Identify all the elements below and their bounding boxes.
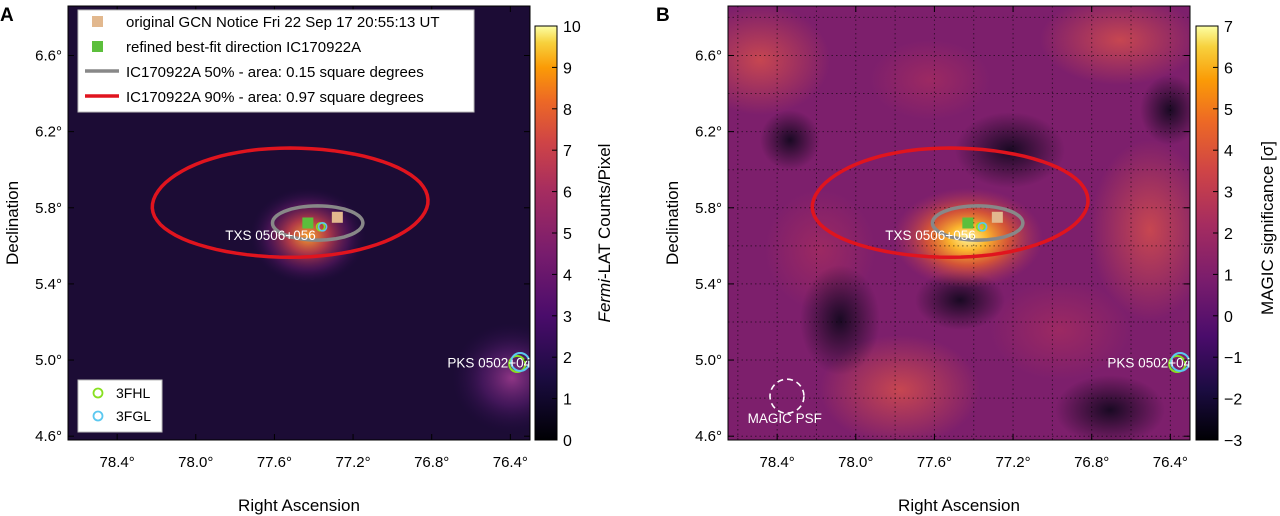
panel-b-y-tick-label: 6.6°: [695, 47, 722, 64]
panel-b-psf-circle: [769, 378, 805, 415]
panel-a-x-tick-label: 78.0°: [178, 454, 213, 471]
panel-b-y-tick-label: 6.2°: [695, 124, 722, 141]
panel-a-pks-3fhl-marker: [508, 354, 527, 373]
panel-a-colorbar-tick-label: 1: [563, 392, 572, 409]
panel-a-colorbar-tick-label: 4: [563, 267, 572, 284]
panel-b-annotation: TXS 0506+056: [885, 228, 975, 243]
panel-b-colorbar-tick-label: −2: [1224, 392, 1242, 409]
panel-b-contour-90pct: [810, 146, 1090, 260]
panel-b-x-tick-label: 78.0°: [838, 454, 873, 471]
panel-b-colorbar-label: MAGIC significance [σ]: [1258, 141, 1277, 315]
panel-a-y-tick-label: 6.2°: [35, 124, 62, 141]
panel-b-pks-3fgl-marker: [1170, 351, 1190, 372]
panel-a-annotation: TXS 0506+056: [225, 228, 315, 243]
panel-b-txs-3fgl-marker: [977, 222, 988, 232]
panel-a-colorbar-label: Fermi-LAT Counts/Pixel: [595, 144, 614, 323]
panel-a: TXS 0506+056 PKS 0502+049 78.4° 78.0° 77.6°…: [0, 5, 614, 515]
panel-a-colorbar-tick-label: 3: [563, 309, 572, 326]
panel-b-significance-map: [728, 6, 1190, 440]
panel-b-x-tick-label: 77.2°: [995, 454, 1030, 471]
legend-3fgl-label: 3FGL: [116, 408, 151, 424]
legend-3fhl-label: 3FHL: [116, 385, 150, 401]
panel-a-colorbar-tick-label: 5: [563, 226, 572, 243]
panel-b-colorbar-tick-label: 7: [1224, 19, 1233, 36]
panel-b-pks-3fhl-marker: [1168, 354, 1187, 373]
panel-a-y-tick-label: 6.6°: [35, 47, 62, 64]
panel-a-colorbar-tick-label: 8: [563, 102, 572, 119]
panel-a-x-tick-label: 76.4°: [493, 454, 528, 471]
panel-a-catalog-legend: 3FHL 3FGL: [77, 379, 163, 433]
panel-b-y-tick-label: 5.8°: [695, 200, 722, 217]
panel-a-y-tick-label: 5.4°: [35, 276, 62, 293]
panel-b-colorbar-tick-label: 5: [1224, 102, 1233, 119]
panel-b-y-tick-label: 4.6°: [695, 428, 722, 445]
panel-b-ylabel: Declination: [663, 181, 682, 265]
legend-best-fit-marker: [92, 41, 103, 52]
panel-a-label: A: [0, 5, 14, 26]
panel-b-annotation: MAGIC PSF: [748, 411, 822, 426]
panel-b-colorbar-tick-label: 1: [1224, 267, 1233, 284]
panel-a-best-fit-marker: [302, 217, 314, 229]
panel-a-legend: original GCN Notice Fri 22 Sep 17 20:55:…: [77, 9, 475, 113]
legend-90pct-label: IC170922A 90% - area: 0.97 square degree…: [126, 89, 424, 106]
legend-gcn-label: original GCN Notice Fri 22 Sep 17 20:55:…: [126, 14, 439, 31]
panel-b-colorbar-tick-label: −3: [1224, 433, 1242, 450]
panel-b-colorbar-tick-label: 0: [1224, 309, 1233, 326]
panel-a-colorbar-tick-label: 2: [563, 350, 572, 367]
panel-a-pks-3fgl-marker: [510, 351, 530, 372]
panel-b-frame: [727, 5, 1191, 441]
legend-box: [77, 9, 475, 113]
panel-b-annotation: PKS 0502+049: [1107, 356, 1198, 371]
legend-50pct-label: IC170922A 50% - area: 0.15 square degree…: [126, 64, 424, 81]
panel-b-best-fit-marker: [962, 217, 974, 229]
panel-b-y-tick-label: 5.4°: [695, 276, 722, 293]
panel-a-ylabel: Declination: [3, 181, 22, 265]
panel-a-y-tick-label: 5.8°: [35, 200, 62, 217]
panel-a-colorbar-tick-label: 7: [563, 143, 572, 160]
panel-b-colorbar-tick-label: −1: [1224, 350, 1242, 367]
panel-a-xlabel: Right Ascension: [238, 496, 360, 515]
panel-b-colorbar-tick-label: 3: [1224, 185, 1233, 202]
legend-best-fit-label: refined best-fit direction IC170922A: [126, 39, 361, 56]
panel-a-x-tick-label: 78.4°: [100, 454, 135, 471]
legend-3fhl-marker: [92, 387, 104, 399]
panel-b-x-tick-label: 78.4°: [760, 454, 795, 471]
panel-a-pks-glow: [452, 323, 530, 433]
panel-b-gcn-notice-marker: [991, 211, 1003, 223]
panel-a-y-tick-label: 5.0°: [35, 352, 62, 369]
panel-a-x-tick-label: 77.6°: [257, 454, 292, 471]
panel-b-x-tick-label: 77.6°: [917, 454, 952, 471]
panel-b-xlabel: Right Ascension: [898, 496, 1020, 515]
catalog-legend-box: [77, 379, 163, 433]
panel-a-colorbar-tick-label: 6: [563, 185, 572, 202]
panel-a-x-tick-label: 77.2°: [335, 454, 370, 471]
panel-a-y-tick-label: 4.6°: [35, 428, 62, 445]
panel-a-annotation: PKS 0502+049: [447, 356, 538, 371]
panel-a-contour-90pct: [150, 146, 430, 260]
legend-gcn-marker: [92, 16, 103, 27]
panel-b-colorbar-tick-label: 4: [1224, 143, 1233, 160]
panel-b-y-tick-label: 5.0°: [695, 352, 722, 369]
panel-a-colorbar-tick-label: 0: [563, 433, 572, 450]
panel-a-x-tick-label: 76.8°: [414, 454, 449, 471]
panel-b-x-tick-label: 76.8°: [1074, 454, 1109, 471]
panel-a-frame: [67, 5, 531, 441]
panel-b-colorbar-tick-label: 2: [1224, 226, 1233, 243]
panel-b-contour-50pct: [930, 204, 1025, 242]
panel-a-gcn-notice-marker: [331, 211, 343, 223]
panel-b: TXS 0506+056 PKS 0502+049 MAGIC PSF 78.4° 7…: [656, 5, 1277, 515]
panel-b-label: B: [656, 5, 670, 26]
panel-b-colorbar-tick-label: 6: [1224, 60, 1233, 77]
panel-a-colorbar-tick-label: 10: [563, 19, 581, 36]
panel-b-x-tick-label: 76.4°: [1153, 454, 1188, 471]
panel-a-contour-50pct: [270, 204, 365, 242]
panel-a-colorbar-tick-label: 9: [563, 60, 572, 77]
panel-a-txs-3fgl-marker: [317, 222, 328, 232]
legend-3fgl-marker: [92, 410, 104, 422]
